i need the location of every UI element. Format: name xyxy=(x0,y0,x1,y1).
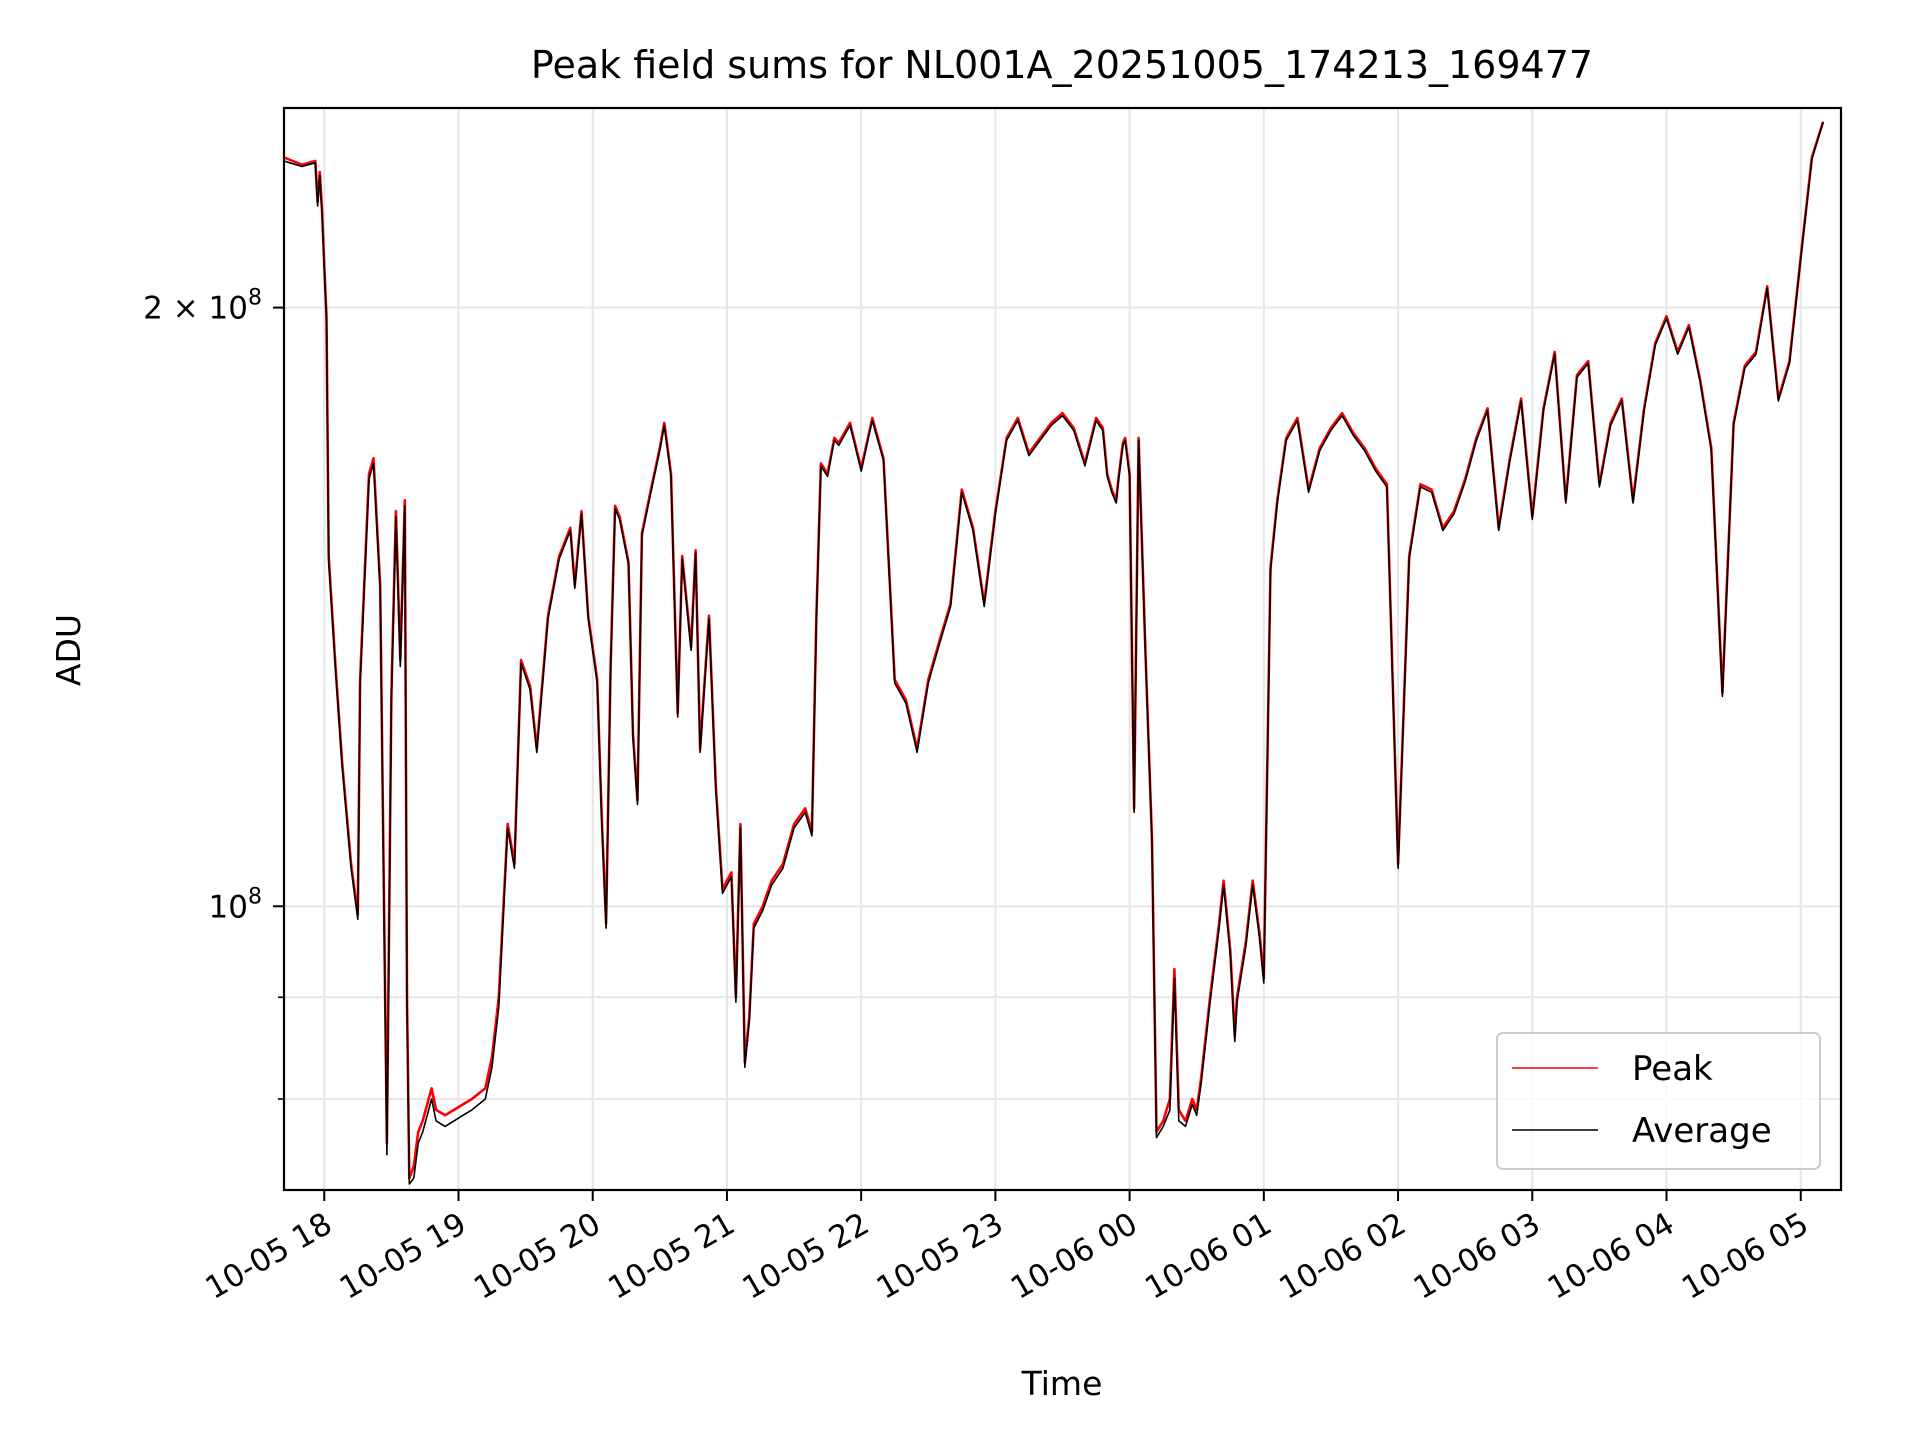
legend-box xyxy=(1496,1032,1821,1170)
y-tick-label: 2 × 108 xyxy=(143,286,262,327)
legend-label-average: Average xyxy=(1632,1111,1772,1151)
y-axis: 108 2 × 108 xyxy=(143,286,284,1100)
grid xyxy=(284,108,1841,1190)
legend: Peak Average xyxy=(1496,1032,1821,1170)
y-axis-label: ADU xyxy=(49,614,88,686)
chart-title: Peak field sums for NL001A_20251005_1742… xyxy=(531,43,1593,87)
series-line-average xyxy=(284,121,1824,1185)
x-axis-label: Time xyxy=(1021,1364,1103,1403)
series-layer xyxy=(284,121,1825,1185)
plot-frame xyxy=(282,106,1843,1192)
y-tick-label: 108 xyxy=(209,884,262,925)
legend-label-peak: Peak xyxy=(1632,1049,1713,1089)
